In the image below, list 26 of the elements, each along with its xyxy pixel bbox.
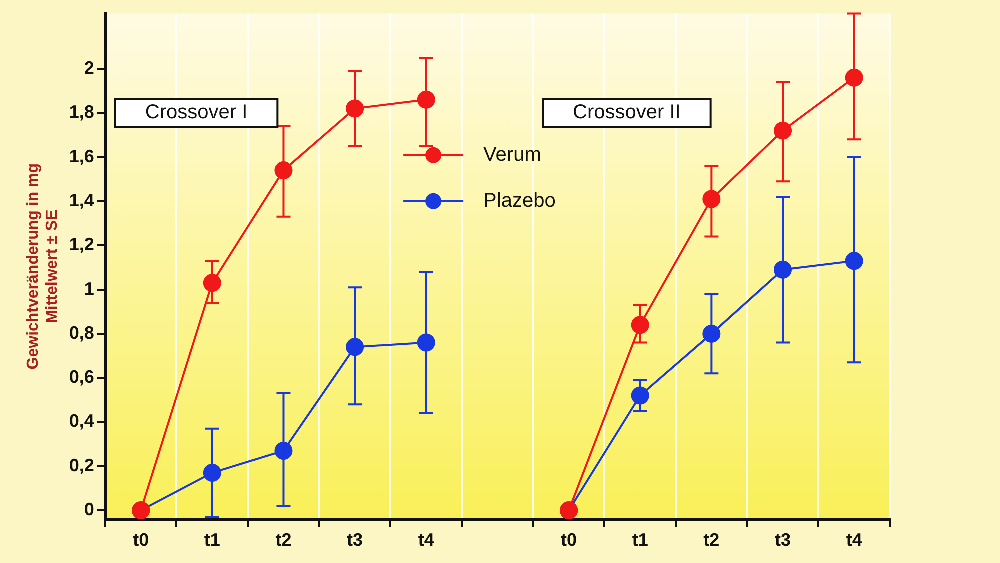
legend-label: Plazebo xyxy=(484,190,556,212)
y-tick-label: 0,6 xyxy=(69,367,94,388)
y-tick-label: 0,4 xyxy=(69,411,94,432)
y-tick-label: 0 xyxy=(84,500,94,520)
x-tick-label: t3 xyxy=(347,530,364,550)
annotation: Crossover I xyxy=(145,102,248,124)
annotation: Crossover II xyxy=(573,102,681,124)
y-tick-label: 1,2 xyxy=(69,234,94,255)
legend-label: Verum xyxy=(484,144,542,166)
x-tick-label: t0 xyxy=(133,530,150,550)
y-tick-label: 1,8 xyxy=(69,102,94,122)
y-tick-label: 1,4 xyxy=(69,190,94,210)
x-tick-label: t2 xyxy=(276,530,292,550)
x-tick-label: t0 xyxy=(561,530,578,550)
y-tick-label: 1 xyxy=(84,278,94,299)
x-tick-label: t3 xyxy=(775,530,792,550)
x-tick-label: t1 xyxy=(632,530,648,550)
x-tick-label: t4 xyxy=(846,530,862,550)
x-tick-label: t4 xyxy=(418,530,434,550)
y-tick-label: 2 xyxy=(84,58,94,78)
y-tick-label: 0,2 xyxy=(69,455,94,476)
y-tick-label: 1,6 xyxy=(69,146,94,166)
y-tick-label: 0,8 xyxy=(69,322,94,343)
x-tick-label: t2 xyxy=(704,530,720,550)
y-axis-title: Gewichtveränderung in mg Mittelwert ± SE xyxy=(25,163,62,370)
x-tick-label: t1 xyxy=(204,530,220,550)
